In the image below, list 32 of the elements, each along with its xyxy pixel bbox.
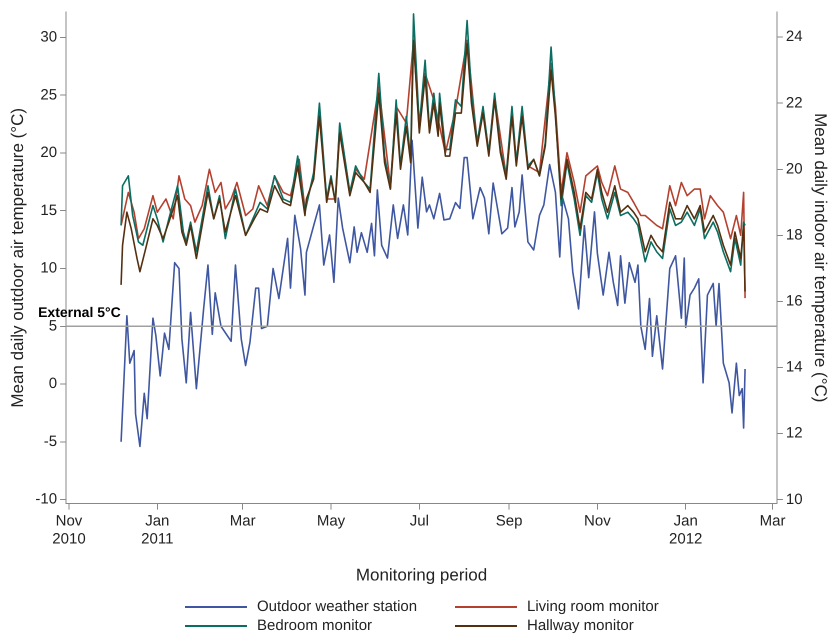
y-tick-label: 15 xyxy=(40,202,58,219)
y-tick-label: 10 xyxy=(40,260,58,277)
y2-axis-title: Mean daily indoor air temperature (°C) xyxy=(811,113,830,402)
y2-tick-label: 20 xyxy=(786,160,803,178)
x-tick-label: Sep xyxy=(496,512,522,530)
y-tick-label: -5 xyxy=(44,432,58,450)
y2-tick-label: 18 xyxy=(786,226,803,244)
y-tick-label: 30 xyxy=(40,28,58,46)
x-axis-title: Monitoring period xyxy=(356,565,488,584)
y-tick-label: -10 xyxy=(35,490,58,508)
legend-label: Hallway monitor xyxy=(527,617,634,634)
x-tick-label: Nov xyxy=(584,512,612,530)
legend-label: Outdoor weather station xyxy=(257,598,418,615)
legend-label: Living room monitor xyxy=(527,598,659,615)
x-tick-label: May xyxy=(316,512,346,530)
y-tick-label: 0 xyxy=(48,375,58,392)
y2-tick-label: 22 xyxy=(786,94,803,112)
y2-tick-label: 24 xyxy=(786,28,803,46)
legend-label: Bedroom monitor xyxy=(257,617,372,634)
x-tick-label: Mar xyxy=(760,512,786,530)
y-axis-title: Mean daily outdoor air temperature (°C) xyxy=(8,108,27,408)
y-tick-label: 20 xyxy=(40,144,58,162)
y-tick-label: 25 xyxy=(40,86,58,104)
x-tick-label: Nov 2010 xyxy=(52,512,86,548)
y2-tick-label: 14 xyxy=(786,358,803,376)
y2-tick-label: 12 xyxy=(786,424,803,442)
y2-tick-label: 10 xyxy=(786,490,803,508)
x-tick-label: Jan 2012 xyxy=(669,512,702,548)
x-tick-label: Mar xyxy=(230,512,256,530)
x-tick-label: Jul xyxy=(410,512,429,530)
x-tick-label: Jan 2011 xyxy=(141,512,174,548)
y2-tick-label: 16 xyxy=(786,292,803,310)
